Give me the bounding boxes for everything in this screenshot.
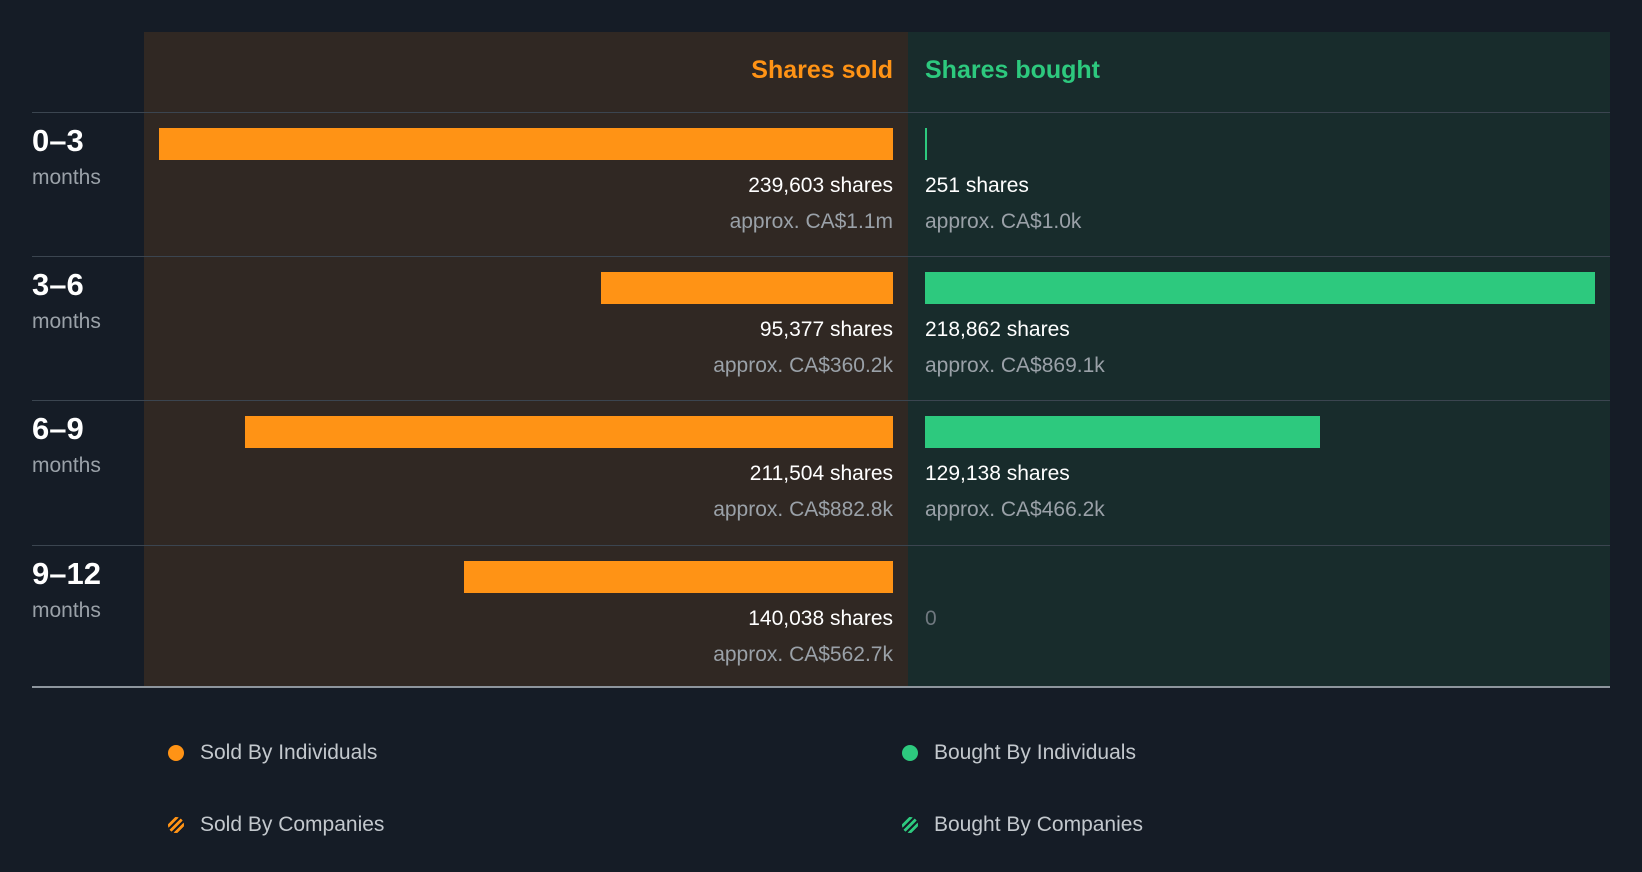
row-divider — [32, 400, 1610, 401]
legend-item-sold-companies: Sold By Companies — [168, 813, 384, 837]
sold-shares-label: 239,603 shares — [748, 174, 893, 197]
bought-shares-label: 129,138 shares — [925, 462, 1070, 485]
sold-value-label: approx. CA$1.1m — [729, 210, 893, 233]
legend-label: Bought By Individuals — [934, 741, 1136, 764]
bought-panel — [908, 32, 1610, 688]
chart-baseline — [32, 686, 1610, 688]
sold-value-label: approx. CA$360.2k — [713, 354, 893, 377]
period-label: 6–9 months — [32, 411, 101, 479]
period-label: 3–6 months — [32, 267, 101, 335]
period-unit: months — [32, 310, 101, 333]
shares-sold-header: Shares sold — [751, 56, 893, 84]
sold-bar — [245, 416, 893, 448]
sold-shares-label: 95,377 shares — [759, 318, 893, 341]
sold-bar — [464, 561, 893, 593]
bought-bar — [925, 416, 1321, 448]
period-unit: months — [32, 454, 101, 477]
sold-value-label: approx. CA$562.7k — [713, 643, 893, 666]
row-divider — [32, 256, 1610, 257]
shares-bought-header: Shares bought — [925, 56, 1101, 84]
bought-value-label: approx. CA$869.1k — [925, 354, 1105, 377]
bought-shares-label: 218,862 shares — [925, 318, 1070, 341]
period-range: 3–6 — [32, 267, 84, 302]
row-divider — [32, 545, 1610, 546]
sold-bar — [600, 272, 893, 304]
period-range: 6–9 — [32, 411, 84, 446]
bought-value-label: approx. CA$1.0k — [925, 210, 1082, 233]
sold-shares-label: 140,038 shares — [748, 607, 893, 630]
period-unit: months — [32, 166, 101, 189]
period-unit: months — [32, 599, 101, 622]
period-range: 9–12 — [32, 556, 101, 591]
orange-dot-icon — [168, 745, 184, 761]
green-striped-dot-icon — [902, 817, 918, 833]
period-label: 9–12 months — [32, 556, 101, 624]
bought-bar — [925, 128, 927, 160]
row-divider — [32, 112, 1610, 113]
sold-value-label: approx. CA$882.8k — [713, 498, 893, 521]
sold-shares-label: 211,504 shares — [749, 462, 893, 485]
orange-striped-dot-icon — [168, 817, 184, 833]
legend-item-sold-individuals: Sold By Individuals — [168, 741, 377, 765]
legend-label: Sold By Individuals — [200, 741, 378, 764]
sold-bar — [159, 128, 893, 160]
period-label: 0–3 months — [32, 123, 101, 191]
green-dot-icon — [902, 745, 918, 761]
period-range: 0–3 — [32, 123, 84, 158]
bought-shares-label: 251 shares — [925, 174, 1029, 197]
legend-label: Bought By Companies — [934, 813, 1143, 836]
legend-item-bought-companies: Bought By Companies — [902, 813, 1143, 837]
legend-item-bought-individuals: Bought By Individuals — [902, 741, 1136, 765]
legend-label: Sold By Companies — [200, 813, 385, 836]
bought-value-label: approx. CA$466.2k — [925, 498, 1105, 521]
bought-shares-label: 0 — [925, 607, 937, 630]
bought-bar — [925, 272, 1595, 304]
